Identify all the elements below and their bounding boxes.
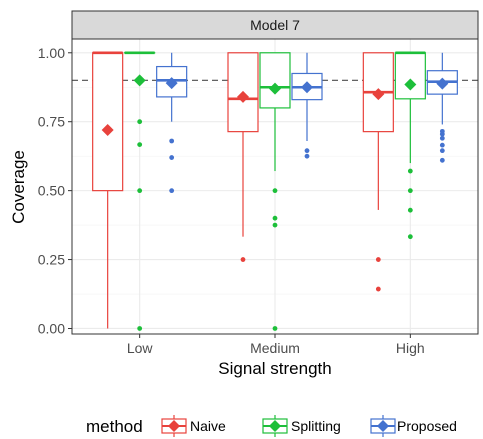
outlier-point <box>439 157 445 163</box>
outlier-point <box>272 188 278 194</box>
legend: method Naive Splitting Proposed <box>86 415 457 437</box>
y-tick-label: 0.00 <box>38 320 65 336</box>
legend-label-naive: Naive <box>190 418 226 434</box>
mean-marker <box>101 123 114 136</box>
y-tick-label: 0.25 <box>38 252 65 268</box>
mean-marker <box>436 77 449 90</box>
y-axis: 0.00 0.25 0.50 0.75 1.00 <box>38 45 72 336</box>
legend-title: method <box>86 417 143 436</box>
legend-label-proposed: Proposed <box>397 418 457 434</box>
box-naive-medium <box>227 52 259 262</box>
legend-key-mean <box>269 420 281 432</box>
outlier-point <box>375 286 381 292</box>
mean-marker <box>301 81 313 94</box>
outlier-point <box>137 142 143 147</box>
box-body <box>92 52 124 192</box>
outlier-point <box>439 131 445 137</box>
outlier-point <box>272 222 278 228</box>
outlier-point <box>304 153 310 159</box>
box-body <box>394 52 426 100</box>
mean-marker <box>404 78 417 91</box>
y-tick-label: 0.50 <box>38 183 65 199</box>
box-splitting-high <box>394 51 426 240</box>
x-tick-label: Medium <box>250 340 300 356</box>
outlier-point <box>169 188 175 194</box>
outlier-point <box>137 326 143 331</box>
x-tick-label: Low <box>127 340 154 356</box>
mean-marker <box>269 82 281 95</box>
mean-marker <box>165 77 178 90</box>
outlier-point <box>439 135 445 141</box>
x-tick-label: High <box>396 340 425 356</box>
outlier-point <box>272 326 278 331</box>
box-splitting-low <box>124 51 156 331</box>
y-tick-label: 1.00 <box>38 45 65 61</box>
facet-strip: Model 7 <box>71 10 479 40</box>
outlier-point <box>375 257 381 262</box>
legend-label-splitting: Splitting <box>291 418 341 434</box>
outlier-point <box>240 257 246 262</box>
box-proposed-medium <box>291 52 323 159</box>
outlier-point <box>407 234 413 240</box>
mean-marker <box>237 90 249 103</box>
y-tick-label: 0.75 <box>38 114 65 130</box>
legend-key-proposed <box>370 415 396 437</box>
outlier-point <box>407 168 413 174</box>
mean-marker <box>372 88 385 101</box>
x-axis-title: Signal strength <box>218 359 331 378</box>
outlier-point <box>137 119 143 125</box>
mean-marker <box>133 74 146 87</box>
outlier-point <box>439 148 445 154</box>
box-splitting-medium <box>259 52 291 331</box>
outlier-point <box>304 148 310 154</box>
x-axis: Low Medium High <box>127 334 425 356</box>
outlier-point <box>137 188 143 194</box>
y-axis-title: Coverage <box>9 150 28 224</box>
box-naive-high <box>362 52 394 292</box>
box-proposed-low <box>156 52 188 194</box>
outlier-point <box>272 215 278 221</box>
outlier-point <box>169 138 175 144</box>
box-body <box>259 52 291 109</box>
outlier-point <box>407 188 413 194</box>
boxplot-layer <box>92 51 458 331</box>
legend-key-mean <box>168 420 180 432</box>
box-proposed-high <box>426 52 458 163</box>
facet-strip-background <box>71 10 479 40</box>
legend-key-mean <box>377 420 389 432</box>
box-naive-low <box>92 51 124 329</box>
outlier-point <box>439 142 445 148</box>
facet-strip-label: Model 7 <box>250 17 300 33</box>
legend-key-splitting <box>262 415 288 437</box>
outlier-point <box>407 207 413 213</box>
legend-key-naive <box>161 415 187 437</box>
outlier-point <box>169 155 175 160</box>
